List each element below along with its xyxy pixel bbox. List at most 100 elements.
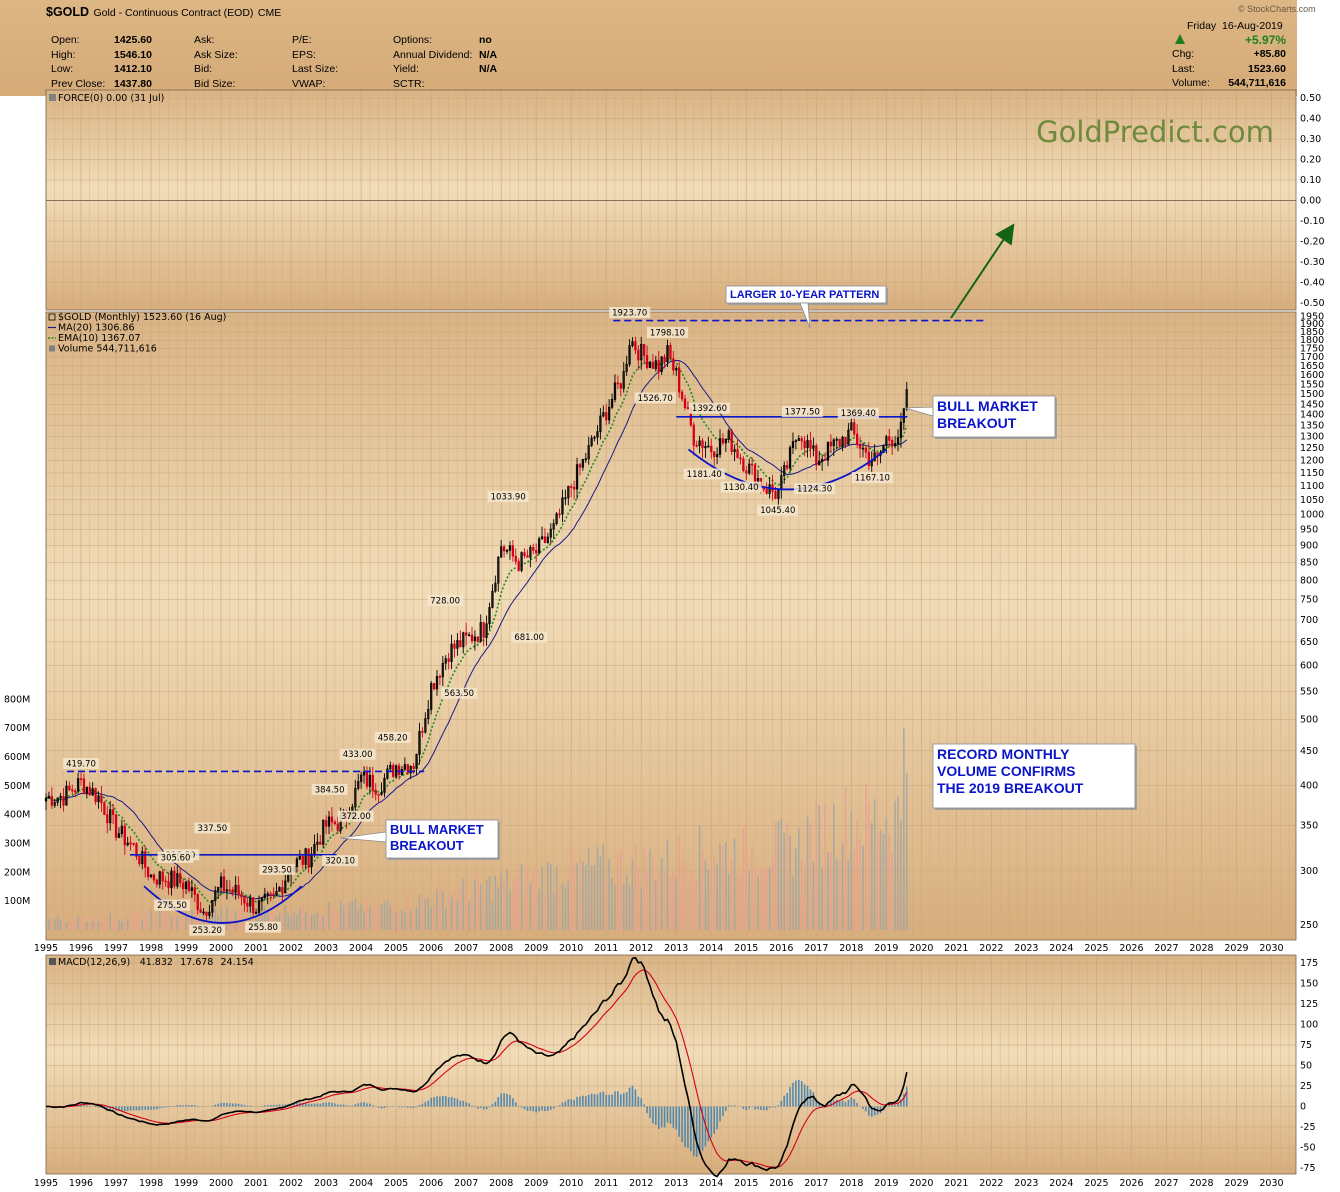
volume-bar [447, 894, 450, 930]
volume-bar [614, 884, 616, 930]
price-tick-label: 1350 [1300, 420, 1324, 431]
volume-bar [885, 817, 888, 930]
macd-histogram-bar [687, 1106, 689, 1149]
candle-body [76, 778, 80, 792]
macd-histogram-bar [138, 1106, 141, 1111]
macd-histogram-bar [231, 1103, 234, 1107]
quote-value: N/A [479, 63, 498, 75]
volume-bar [593, 864, 596, 930]
volume-bar [284, 904, 287, 930]
candle-body [252, 897, 255, 914]
price-label: 1130.40 [723, 483, 758, 493]
volume-bar [573, 862, 575, 930]
macd-histogram-bar [398, 1106, 400, 1108]
volume-bar [894, 800, 896, 930]
candle-body [444, 658, 447, 664]
year-label: 1998 [139, 1178, 163, 1189]
volume-bar [94, 916, 97, 930]
annotation-text: VOLUME CONFIRMS [937, 763, 1075, 779]
up-triangle-icon [1175, 34, 1185, 44]
candle-body [896, 437, 900, 444]
macd-histogram-bar [835, 1099, 838, 1107]
candle-body [809, 440, 812, 449]
year-label: 2010 [559, 943, 583, 954]
candle-body [523, 552, 526, 557]
volume-tick-label: 500M [4, 781, 30, 792]
candle-body [62, 796, 65, 806]
candle-body [304, 848, 307, 865]
volume-bar [821, 866, 823, 930]
price-label: 305.60 [161, 853, 191, 863]
candle-body [561, 497, 564, 515]
price-label-bg [189, 924, 225, 936]
candle-body [263, 893, 266, 899]
macd-histogram-bar [100, 1106, 103, 1108]
candle-body [421, 730, 424, 733]
candle-body [301, 856, 304, 865]
candle-body [380, 792, 383, 795]
chart-header: $GOLD Gold - Continuous Contract (EOD) C… [0, 0, 1340, 96]
year-label: 2010 [559, 1178, 583, 1189]
quote-label: Yield: [393, 63, 419, 75]
volume-bar [398, 911, 400, 930]
quote-label: P/E: [292, 34, 312, 46]
candle-body [179, 873, 182, 884]
year-label: 1995 [34, 1178, 58, 1189]
quote-label: EPS: [292, 48, 316, 61]
panel-border [45, 89, 1297, 311]
volume-bar [903, 728, 905, 930]
volume-bar [792, 876, 794, 930]
volume-bar [474, 880, 476, 930]
price-tick-label: 1500 [1300, 389, 1324, 400]
volume-bar [141, 919, 144, 930]
candle-body [610, 399, 614, 408]
price-label-bg [322, 855, 359, 867]
macd-histogram-bar [853, 1099, 856, 1107]
year-label: 2007 [454, 943, 478, 954]
volume-bar [310, 913, 313, 930]
price-label: 275.50 [157, 901, 187, 911]
macd-histogram-bar [891, 1105, 893, 1107]
candle-body [333, 821, 337, 825]
year-label: 2019 [874, 1178, 898, 1189]
candle-body [535, 549, 538, 554]
candle-body [640, 343, 643, 361]
volume-bar [164, 911, 167, 930]
volume-bar [824, 803, 826, 930]
candle-body [578, 464, 582, 468]
candle-body [129, 842, 132, 845]
volume-bar [611, 877, 613, 930]
candle-body [173, 870, 176, 887]
ma20-line [45, 359, 908, 900]
quote-label: Bid: [194, 63, 213, 75]
macd-histogram-bar [897, 1103, 899, 1107]
candle-body [225, 889, 229, 892]
volume-bar [882, 833, 885, 930]
macd-histogram-bar [573, 1100, 575, 1107]
volume-bar [739, 876, 742, 930]
price-labels: 419.70316.80305.60337.50275.50253.20255.… [63, 307, 893, 936]
candle-body [815, 445, 818, 466]
volume-bar [255, 911, 257, 930]
quote-value: 1425.60 [114, 34, 152, 46]
price-label-bg [311, 783, 348, 795]
candle-body [368, 774, 372, 787]
candle-body [176, 873, 179, 887]
macd-histogram-bar [532, 1106, 535, 1112]
macd-histogram-bar [529, 1106, 532, 1111]
macd-histogram-bar [514, 1102, 517, 1107]
macd-histogram-bar [838, 1101, 841, 1107]
macd-line [45, 956, 908, 1178]
instrument-name: Gold - Continuous Contract (EOD) [93, 7, 254, 19]
macd-histogram-bar [485, 1106, 488, 1110]
macd-histogram-bar [334, 1103, 336, 1107]
volume-bar [366, 897, 368, 930]
volume-bar [109, 912, 111, 930]
volume-bar [838, 860, 841, 930]
price-label: 293.50 [262, 865, 292, 875]
macd-histogram-bar [345, 1105, 348, 1107]
year-label: 2024 [1049, 1178, 1073, 1189]
price-label-bg [157, 851, 194, 863]
volume-bar [77, 915, 79, 930]
volume-bar [640, 886, 643, 930]
